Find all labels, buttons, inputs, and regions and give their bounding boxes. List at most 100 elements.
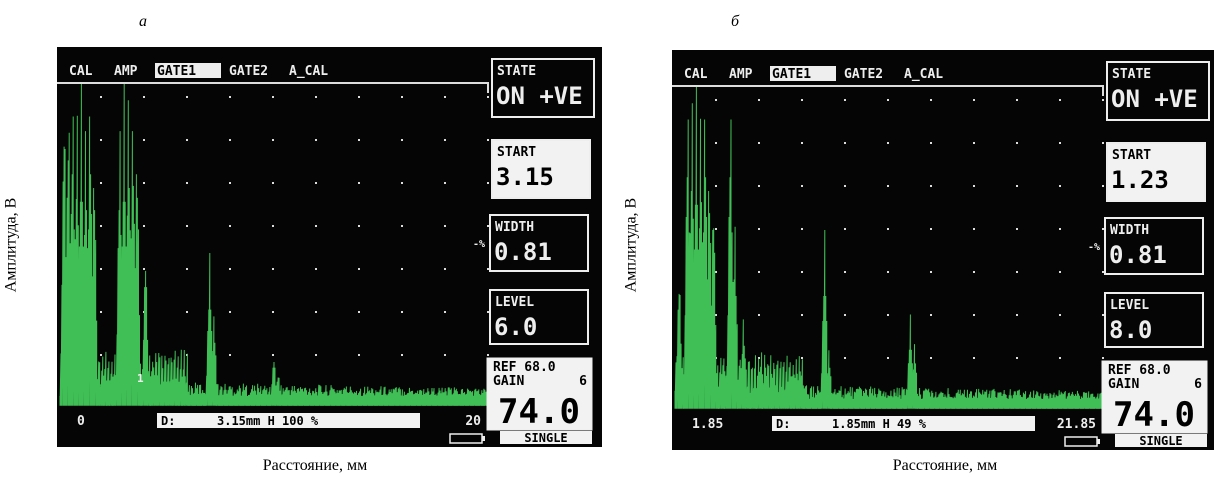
grid-dot [401, 96, 403, 98]
grid-dot [315, 182, 317, 184]
grid-dot [887, 357, 889, 359]
grid-dot [930, 271, 932, 273]
menu-item: CAL [69, 64, 93, 79]
instrument-screen: CALAMPGATE1GATE2A_CALSTATEON +VESTART3.1… [57, 47, 602, 447]
width-value: 0.81 [494, 238, 552, 266]
grid-dot [1059, 314, 1061, 316]
level-value: 6.0 [494, 313, 537, 341]
ref: REF 68.0 [493, 360, 556, 375]
grid-dot [143, 96, 145, 98]
grid-dot [930, 142, 932, 144]
grid-dot [143, 139, 145, 141]
grid-dot [315, 354, 317, 356]
start-title: START [1112, 148, 1151, 163]
y-axis-label: Амплитуда, В [623, 198, 640, 292]
grid-dot [1016, 185, 1018, 187]
state-value: ON +VE [496, 82, 583, 110]
grid-dot [100, 182, 102, 184]
grid-dot [844, 142, 846, 144]
grid-dot [401, 354, 403, 356]
grid-dot [801, 271, 803, 273]
grid-dot [487, 225, 489, 227]
grid-dot [758, 228, 760, 230]
grid-dot [1102, 228, 1104, 230]
grid-dot [229, 225, 231, 227]
grid-dot [272, 311, 274, 313]
status-value: 1.85mm H 49 % [832, 417, 927, 431]
ref: REF 68.0 [1108, 363, 1171, 378]
grid-dot [887, 271, 889, 273]
big-value: 74.0 [498, 392, 580, 432]
x-end: 20 [465, 414, 481, 429]
state-value: ON +VE [1111, 85, 1198, 113]
grid-dot [272, 268, 274, 270]
grid-dot [229, 96, 231, 98]
grid-dot [930, 357, 932, 359]
grid-dot [186, 139, 188, 141]
grid-dot [487, 182, 489, 184]
grid-dot [1059, 271, 1061, 273]
grid-dot [1102, 142, 1104, 144]
grid-dot [973, 228, 975, 230]
grid-dot [315, 96, 317, 98]
grid-dot [887, 228, 889, 230]
status-d: D: [161, 414, 175, 428]
mode: SINGLE [1139, 434, 1182, 448]
grid-dot [315, 268, 317, 270]
grid-dot [758, 185, 760, 187]
menu-item: A_CAL [904, 67, 943, 82]
grid-dot [930, 99, 932, 101]
grid-dot [487, 311, 489, 313]
gain-value: 6 [1194, 377, 1202, 392]
grid-dot [358, 311, 360, 313]
grid-dot [973, 185, 975, 187]
grid-dot [229, 311, 231, 313]
grid-dot [758, 99, 760, 101]
grid-dot [315, 225, 317, 227]
grid-dot [143, 182, 145, 184]
grid-dot [229, 182, 231, 184]
grid-dot [358, 354, 360, 356]
grid-dot [1059, 357, 1061, 359]
grid-dot [444, 268, 446, 270]
grid-dot [715, 99, 717, 101]
grid-dot [844, 99, 846, 101]
start-value: 3.15 [496, 163, 554, 191]
grid-dot [186, 311, 188, 313]
grid-dot [143, 268, 145, 270]
grid-dot [715, 142, 717, 144]
grid-dot [1016, 271, 1018, 273]
menu-item: CAL [684, 67, 708, 82]
grid-dot [1059, 185, 1061, 187]
grid-dot [1102, 99, 1104, 101]
grid-dot [1102, 271, 1104, 273]
grid-dot [143, 225, 145, 227]
menu-item: GATE1 [157, 64, 196, 79]
grid-dot [186, 96, 188, 98]
menu-item: A_CAL [289, 64, 328, 79]
x-start: 1.85 [692, 417, 723, 432]
x-axis-label: Расстояние, мм [263, 457, 368, 474]
grid-dot [186, 225, 188, 227]
grid-dot [801, 185, 803, 187]
grid-dot [1059, 228, 1061, 230]
grid-dot [272, 96, 274, 98]
grid-dot [801, 314, 803, 316]
grid-dot [1102, 314, 1104, 316]
grid-dot [844, 357, 846, 359]
grid-dot [887, 314, 889, 316]
status-d: D: [776, 417, 790, 431]
grid-dot [930, 314, 932, 316]
grid-dot [844, 228, 846, 230]
grid-dot [401, 139, 403, 141]
grid-dot [272, 354, 274, 356]
grid-dot [801, 357, 803, 359]
grid-dot [758, 314, 760, 316]
y-axis-label: Амплитуда, В [3, 198, 20, 292]
grid-dot [973, 314, 975, 316]
grid-dot [715, 314, 717, 316]
x-axis-label: Расстояние, мм [893, 457, 998, 474]
level-title: LEVEL [1110, 298, 1149, 313]
menu-item: GATE2 [844, 67, 883, 82]
